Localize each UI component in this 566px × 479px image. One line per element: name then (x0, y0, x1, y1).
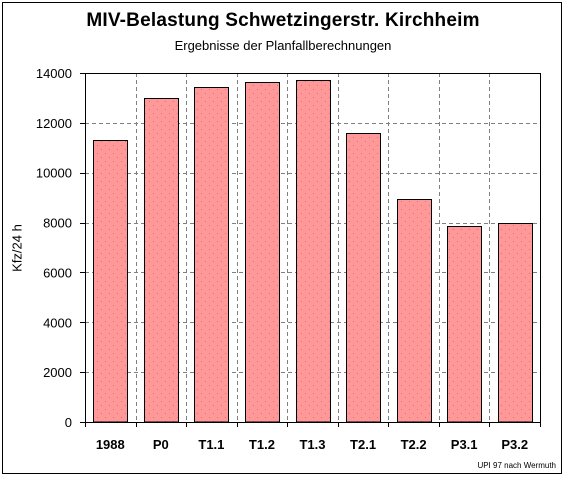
y-tick-labels: 0 2000 4000 6000 8000 10000 12000 14000 (36, 66, 72, 430)
x-tick-label: T1.1 (198, 437, 224, 452)
chart-title: MIV-Belastung Schwetzingerstr. Kirchheim (86, 10, 480, 31)
bars (93, 80, 533, 423)
bar-T1.3 (296, 80, 331, 423)
x-tick-label: P3.1 (451, 437, 478, 452)
axes (80, 73, 541, 427)
x-tick-label: T1.2 (249, 437, 275, 452)
y-tick-label: 0 (65, 415, 72, 430)
y-tick-label: 2000 (43, 365, 72, 380)
x-tick-label: 1988 (96, 437, 125, 452)
x-tick-label: T2.1 (350, 437, 376, 452)
plot-area-border (85, 73, 541, 423)
bar-P3.2 (498, 223, 533, 423)
chart-subtitle: Ergebnisse der Planfallberechnungen (174, 38, 392, 53)
y-tick-label: 6000 (43, 265, 72, 280)
bar-T1.1 (194, 87, 229, 423)
x-tick-labels: 1988 P0 T1.1 T1.2 T1.3 T2.1 T2.2 P3.1 P3.2 (96, 437, 528, 452)
y-tick-label: 12000 (36, 116, 72, 131)
y-tick-label: 8000 (43, 216, 72, 231)
bar-T1.2 (245, 82, 280, 423)
y-tick-label: 14000 (36, 66, 72, 81)
bar-P3.1 (447, 226, 482, 423)
bar-T2.1 (346, 133, 381, 423)
x-tick-label: T2.2 (401, 437, 427, 452)
x-tick-label: P3.2 (501, 437, 528, 452)
bar-T2.2 (397, 199, 432, 423)
x-tick-label: P0 (153, 437, 169, 452)
bar-1988 (93, 140, 128, 423)
x-tick-label: T1.3 (299, 437, 325, 452)
bar-P0 (144, 98, 179, 423)
y-tick-label: 4000 (43, 315, 72, 330)
y-tick-label: 10000 (36, 166, 72, 181)
source-footnote: UPI 97 nach Wermuth (477, 461, 556, 470)
